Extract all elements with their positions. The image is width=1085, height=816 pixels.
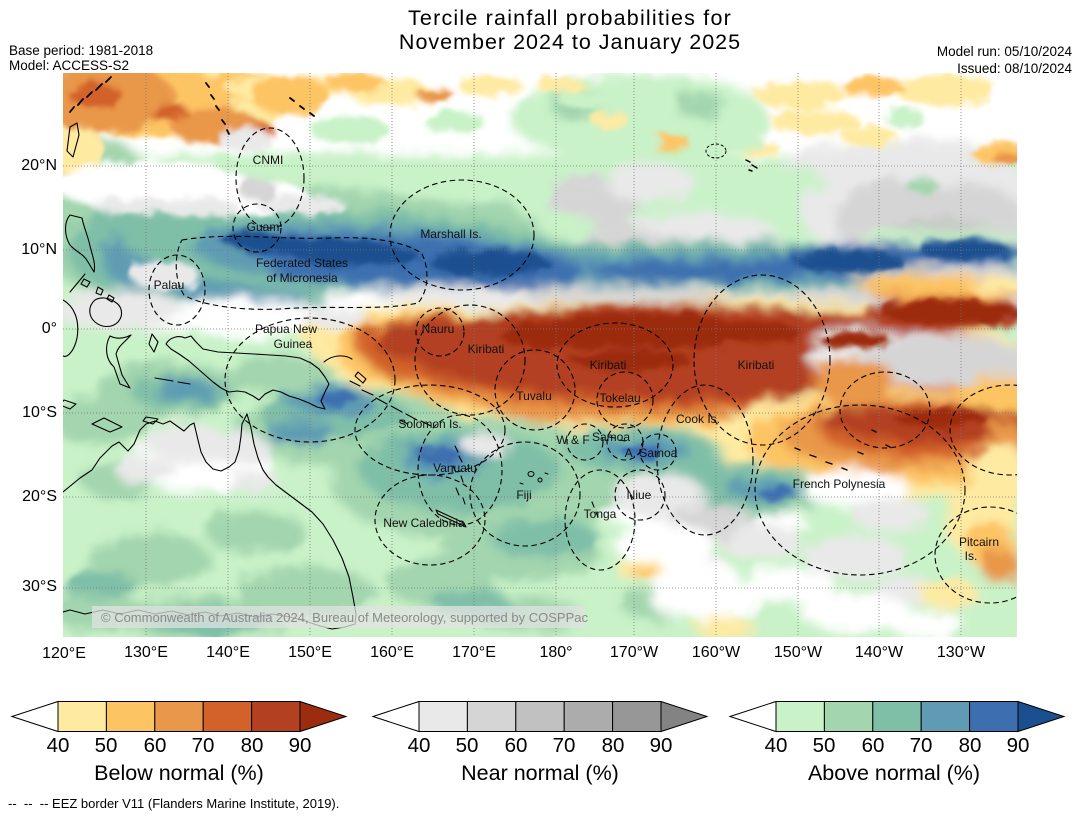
svg-text:Niue: Niue: [627, 488, 652, 502]
svg-text:80: 80: [241, 734, 264, 757]
svg-text:60: 60: [862, 734, 885, 757]
svg-text:French Polynesia: French Polynesia: [793, 477, 886, 491]
svg-text:90: 90: [1007, 734, 1030, 757]
svg-text:90: 90: [650, 734, 673, 757]
svg-text:30°S: 30°S: [22, 578, 57, 595]
svg-text:Cook Is.: Cook Is.: [676, 412, 720, 426]
svg-text:Guam: Guam: [247, 220, 280, 234]
svg-text:Tokelau: Tokelau: [599, 391, 640, 405]
svg-text:-- -- -- EEZ border V11 (Fla: -- -- -- EEZ border V11 (Flanders Marine…: [8, 796, 339, 811]
svg-text:© Commonwealth of Australia 20: © Commonwealth of Australia 2024, Bureau…: [101, 610, 588, 625]
svg-text:160°E: 160°E: [370, 644, 414, 661]
svg-text:140°W: 140°W: [855, 644, 904, 661]
svg-text:170°W: 170°W: [610, 644, 659, 661]
svg-text:Kiribati: Kiribati: [590, 358, 627, 372]
svg-text:Above normal (%): Above normal (%): [808, 761, 980, 785]
svg-text:70: 70: [910, 734, 933, 757]
svg-text:November 2024 to January 2025: November 2024 to January 2025: [399, 30, 741, 54]
svg-text:150°E: 150°E: [288, 644, 332, 661]
svg-text:Base period: 1981-2018: Base period: 1981-2018: [9, 43, 153, 58]
svg-text:Marshall Is.: Marshall Is.: [420, 227, 481, 241]
svg-text:Kiribati: Kiribati: [738, 358, 775, 372]
svg-text:70: 70: [192, 734, 215, 757]
svg-text:Below normal (%): Below normal (%): [94, 761, 264, 785]
svg-text:Guinea: Guinea: [274, 337, 313, 351]
svg-text:80: 80: [959, 734, 982, 757]
svg-text:Federated States: Federated States: [256, 256, 348, 270]
svg-text:Model run: 05/10/2024: Model run: 05/10/2024: [937, 44, 1073, 59]
svg-text:Is.: Is.: [965, 549, 978, 563]
svg-text:130°W: 130°W: [937, 644, 986, 661]
svg-text:160°W: 160°W: [692, 644, 741, 661]
svg-text:150°W: 150°W: [774, 644, 823, 661]
svg-text:40: 40: [408, 734, 431, 757]
svg-text:Tonga: Tonga: [584, 507, 617, 521]
svg-text:50: 50: [95, 734, 118, 757]
svg-text:CNMI: CNMI: [253, 153, 284, 167]
svg-text:10°S: 10°S: [22, 404, 57, 421]
svg-text:60: 60: [144, 734, 167, 757]
svg-text:Solomon Is.: Solomon Is.: [398, 417, 461, 431]
svg-text:20°N: 20°N: [21, 157, 57, 174]
svg-text:10°N: 10°N: [21, 241, 57, 258]
svg-text:20°S: 20°S: [22, 488, 57, 505]
svg-text:W & F: W & F: [556, 433, 589, 447]
svg-text:Model: ACCESS-S2: Model: ACCESS-S2: [9, 58, 129, 73]
svg-text:0°: 0°: [42, 320, 57, 337]
svg-text:50: 50: [813, 734, 836, 757]
svg-text:130°E: 130°E: [124, 644, 168, 661]
svg-text:40: 40: [47, 734, 70, 757]
svg-text:90: 90: [289, 734, 312, 757]
svg-text:New Caledonia: New Caledonia: [383, 516, 465, 530]
svg-text:Papua New: Papua New: [255, 322, 317, 336]
svg-text:60: 60: [505, 734, 528, 757]
svg-text:Nauru: Nauru: [422, 322, 455, 336]
svg-text:Tercile rainfall probabilities: Tercile rainfall probabilities for: [408, 6, 732, 30]
svg-text:70: 70: [553, 734, 576, 757]
svg-text:of Micronesia: of Micronesia: [266, 271, 338, 285]
svg-text:120°E: 120°E: [42, 645, 86, 662]
svg-text:Fiji: Fiji: [516, 488, 531, 502]
svg-text:A. Samoa: A. Samoa: [625, 446, 678, 460]
svg-text:170°E: 170°E: [452, 644, 496, 661]
svg-text:40: 40: [765, 734, 788, 757]
svg-text:Pitcairn: Pitcairn: [959, 535, 999, 549]
svg-text:Kiribati: Kiribati: [468, 342, 505, 356]
svg-text:Samoa: Samoa: [592, 430, 630, 444]
svg-text:140°E: 140°E: [206, 644, 250, 661]
svg-text:80: 80: [602, 734, 625, 757]
svg-text:180°: 180°: [539, 644, 572, 661]
svg-text:50: 50: [456, 734, 479, 757]
svg-text:Palau: Palau: [154, 278, 185, 292]
svg-text:Tuvalu: Tuvalu: [516, 389, 552, 403]
svg-text:Issued: 08/10/2024: Issued: 08/10/2024: [957, 61, 1072, 76]
svg-text:Vanuatu: Vanuatu: [433, 461, 477, 475]
svg-text:Near normal (%): Near normal (%): [461, 761, 619, 785]
